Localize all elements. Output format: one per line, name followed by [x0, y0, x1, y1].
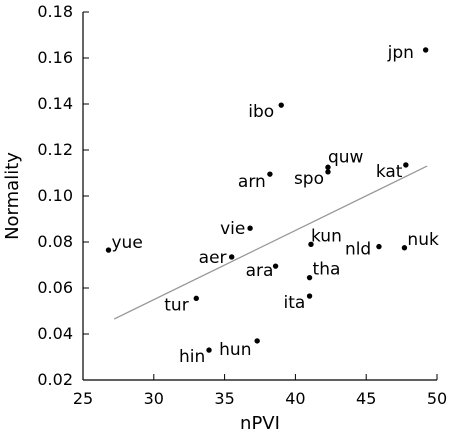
data-point [105, 247, 112, 253]
point-label: kun [311, 226, 342, 246]
data-point [308, 241, 314, 247]
y-tick-label: 0.18 [37, 2, 73, 21]
point-label: yue [111, 233, 142, 253]
trend-line-group [113, 165, 428, 320]
point-label: quw [328, 147, 364, 167]
point-label: vie [220, 219, 245, 239]
point-label: tha [313, 260, 341, 280]
axes [82, 11, 438, 381]
data-point [254, 338, 260, 344]
point-label: kat [376, 162, 403, 182]
data-point [403, 162, 409, 168]
point-label: ara [246, 261, 274, 281]
x-tick-label: 30 [144, 389, 164, 408]
data-point [422, 47, 429, 53]
data-point [401, 245, 408, 251]
point-label: hun [219, 340, 251, 360]
point-label: nld [345, 240, 371, 260]
x-tick-label: 50 [427, 389, 447, 408]
point-label: ita [284, 293, 306, 313]
y-tick-label: 0.10 [37, 186, 73, 205]
x-tick-label: 35 [214, 389, 234, 408]
y-tick-label: 0.14 [37, 94, 73, 113]
x-tick-label: 40 [285, 389, 305, 408]
x-axis-label: nPVI [240, 413, 280, 434]
data-point [228, 254, 235, 260]
data-point [306, 274, 313, 281]
data-point [376, 243, 382, 250]
y-tick-label: 0.06 [37, 278, 73, 297]
data-points [105, 47, 429, 353]
point-label: aer [199, 248, 227, 268]
data-point [272, 263, 279, 269]
data-point [306, 293, 313, 299]
y-tick-label: 0.08 [37, 232, 73, 251]
point-label: ibo [248, 102, 274, 122]
point-label: jpn [387, 43, 414, 63]
point-label: spo [294, 169, 324, 189]
data-point [206, 347, 212, 353]
y-tick-label: 0.12 [37, 140, 73, 159]
point-label: nuk [407, 230, 439, 250]
y-tick-label: 0.02 [37, 370, 73, 389]
y-tick-label: 0.04 [37, 324, 73, 343]
x-tick-label: 45 [356, 389, 376, 408]
point-label: hin [179, 347, 205, 367]
point-label: arn [238, 172, 266, 192]
data-point [267, 171, 273, 177]
x-tick-label: 25 [73, 389, 93, 408]
data-point [193, 295, 199, 302]
data-point [278, 102, 284, 108]
tick-labels: 25 30 35 40 45 50 0.02 0.04 0.06 0.08 0.10 0.12 0.14… [37, 2, 447, 408]
point-label: tur [164, 295, 188, 315]
y-axis-label: Normality [2, 152, 23, 240]
data-point [247, 225, 253, 231]
data-point [325, 164, 331, 170]
trend-line [113, 165, 428, 320]
y-tick-label: 0.16 [37, 48, 73, 67]
data-point [325, 169, 331, 175]
